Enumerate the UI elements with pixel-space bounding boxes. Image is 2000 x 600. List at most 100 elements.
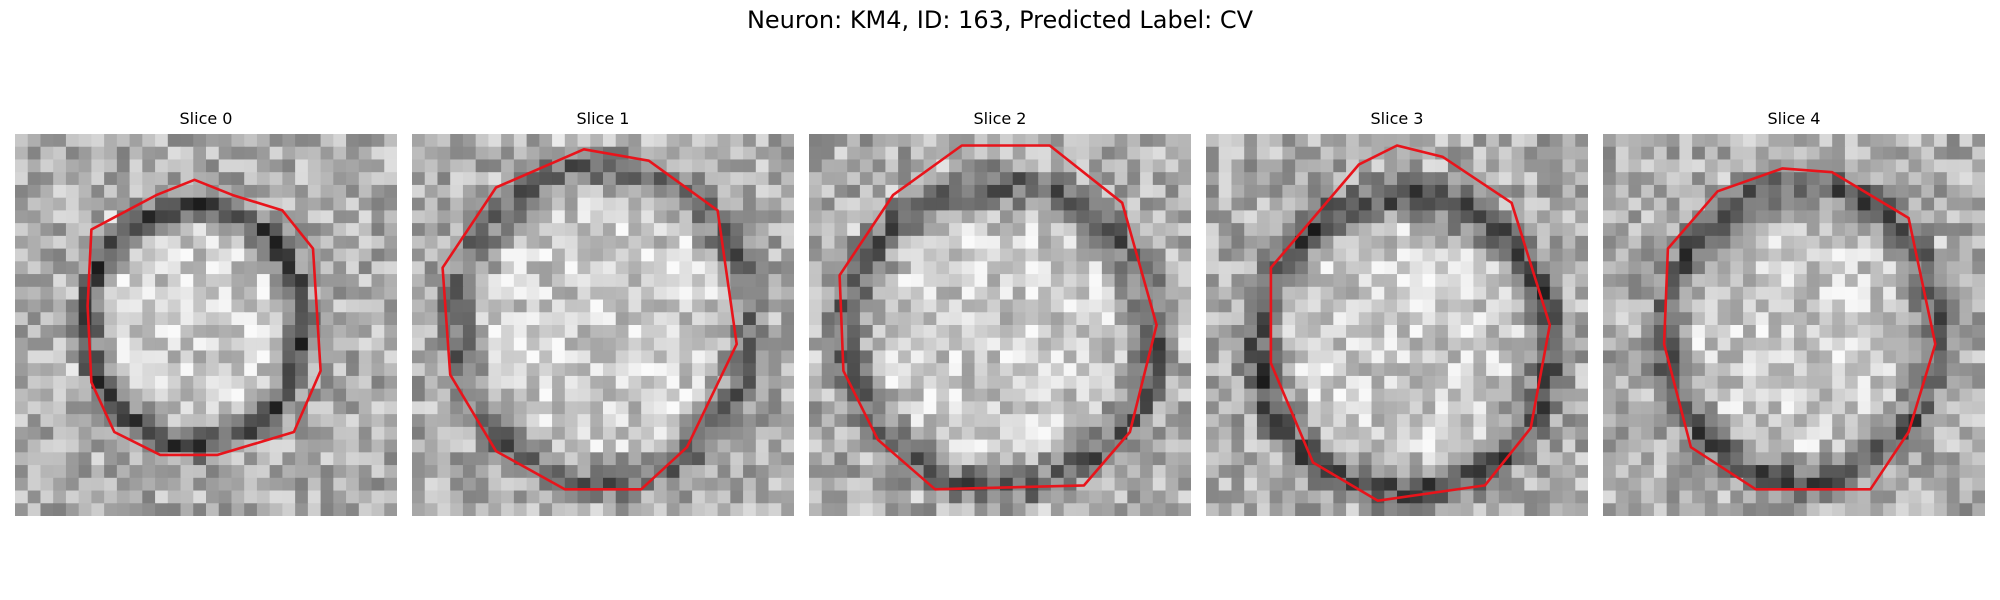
pixel [834,261,848,275]
pixel [1422,337,1436,352]
pixel [615,503,630,516]
pixel [1000,375,1014,390]
pixel [167,223,182,237]
pixel [412,235,426,250]
pixel [15,312,29,326]
pixel [412,134,426,148]
pixel [1743,465,1757,479]
pixel [1781,184,1795,199]
pixel [679,388,693,402]
pixel [781,172,794,186]
pixel [1666,477,1680,492]
pixel [1256,426,1271,441]
pixel [1178,172,1191,186]
pixel [256,401,271,415]
pixel [1641,439,1655,453]
pixel [40,159,54,173]
pixel [552,134,566,148]
pixel [155,134,169,148]
pixel [1819,414,1833,428]
pixel [27,426,42,441]
pixel [282,490,296,504]
pixel [1050,210,1065,224]
pixel [333,134,347,148]
pixel [1218,197,1233,211]
pixel [1447,426,1462,441]
pixel [1653,248,1668,262]
pixel [1498,325,1513,339]
pixel [462,299,477,313]
pixel [577,401,591,415]
pixel [1575,274,1588,288]
pixel [1653,184,1668,199]
pixel [910,337,925,352]
pixel [1870,286,1884,301]
pixel [53,465,67,479]
pixel [847,146,861,161]
pixel [1895,146,1910,161]
pixel [1050,274,1065,288]
pixel [1244,261,1258,275]
pixel [809,248,823,262]
pixel [231,146,245,161]
pixel [142,490,156,504]
pixel [539,223,553,237]
pixel [358,452,373,466]
pixel [704,363,719,377]
pixel [1511,261,1525,275]
pixel [155,401,169,415]
pixel [1895,159,1910,173]
pixel [1562,363,1576,377]
pixel [961,146,976,161]
pixel [269,465,283,479]
pixel [1883,223,1897,237]
pixel [743,134,757,148]
pixel [231,337,245,352]
pixel [424,439,439,453]
pixel [1152,465,1167,479]
pixel [590,248,604,262]
pixel [40,452,54,466]
pixel [1934,350,1948,364]
pixel [1628,235,1642,250]
pixel [1178,223,1191,237]
pixel [1012,465,1027,479]
pixel [1244,134,1258,148]
pixel [834,452,848,466]
pixel [167,146,182,161]
pixel [1114,490,1128,504]
pixel [590,134,604,148]
pixel [384,452,397,466]
pixel [1371,172,1385,186]
pixel [1768,477,1782,492]
pixel [1946,388,1961,402]
pixel [1346,286,1360,301]
pixel [1063,223,1077,237]
pixel [1641,184,1655,199]
pixel [987,248,1001,262]
pixel [1307,184,1322,199]
pixel [27,465,42,479]
pixel [679,261,693,275]
pixel [974,286,988,301]
pixel [1717,375,1731,390]
pixel [437,325,451,339]
pixel [1409,401,1424,415]
pixel [1486,172,1500,186]
pixel [155,337,169,352]
pixel [1832,197,1846,211]
pixel [1178,248,1191,262]
pixel [1562,426,1576,441]
pixel [1615,477,1630,492]
pixel [1603,426,1617,441]
pixel [936,312,950,326]
pixel [641,146,655,161]
pixel [847,159,861,173]
pixel [371,490,385,504]
pixel [1857,248,1871,262]
pixel [15,452,29,466]
pixel [1346,465,1360,479]
pixel [91,452,105,466]
pixel [1460,210,1474,224]
pixel [358,490,373,504]
